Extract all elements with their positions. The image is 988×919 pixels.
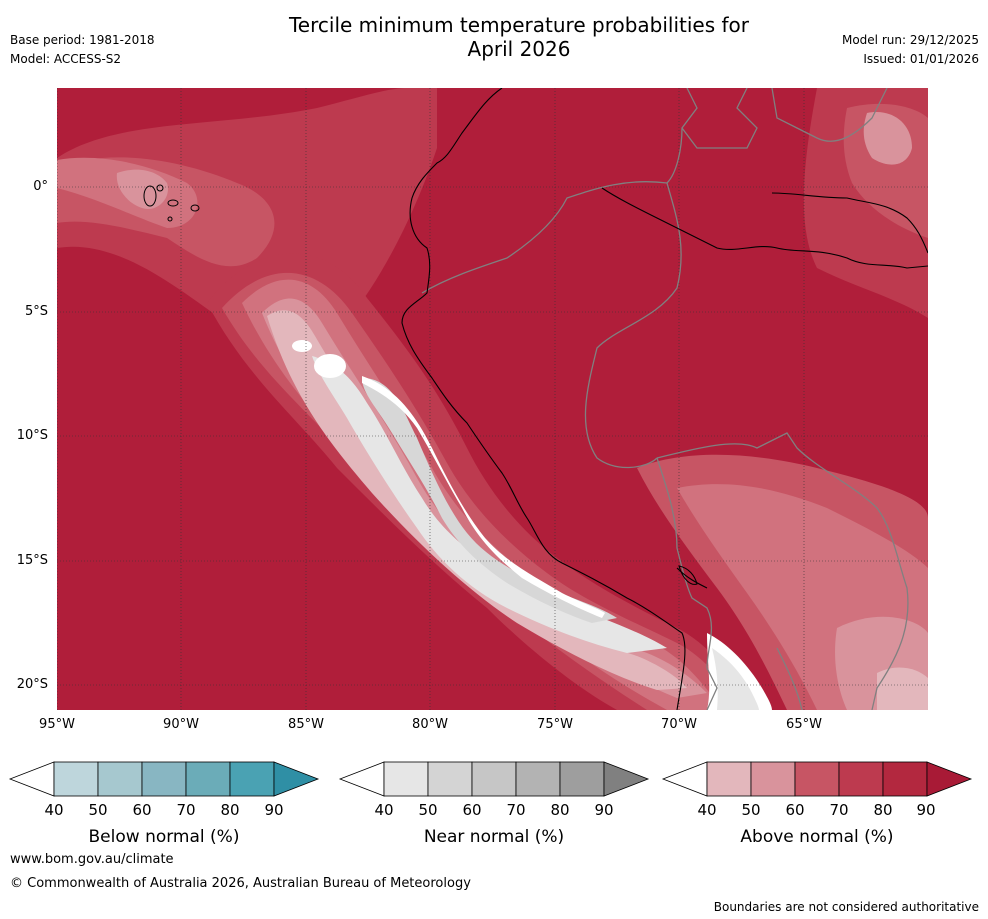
below-normal-label: Below normal (%)	[88, 827, 240, 847]
colorbar-segment	[515, 761, 561, 797]
colorbar-segment	[229, 761, 275, 797]
colorbar-extend-high	[273, 761, 320, 797]
above-tick-60: 60	[785, 801, 805, 819]
lon-label-70w: 70°W	[661, 717, 697, 732]
colorbar-segment	[559, 761, 605, 797]
colorbar-near-normal	[338, 761, 650, 797]
colorbar-segment	[427, 761, 473, 797]
colorbar-segment	[53, 761, 99, 797]
white-blob	[314, 354, 346, 378]
near-normal-40-south	[712, 648, 759, 710]
above-tick-80: 80	[873, 801, 893, 819]
near-normal-40-strip	[312, 356, 667, 653]
above-tick-70: 70	[829, 801, 849, 819]
above-tick-40: 40	[697, 801, 717, 819]
lat-label-10s: 10°S	[16, 428, 48, 443]
title-line-2: April 2026	[467, 37, 571, 61]
colorbar-segment	[794, 761, 840, 797]
model-run-text: Model run: 29/12/2025	[841, 33, 979, 47]
colorbar-extend-low	[8, 761, 55, 797]
lon-label-75w: 75°W	[537, 717, 573, 732]
colorbar-extend-low	[338, 761, 385, 797]
model-text: Model: ACCESS-S2	[10, 52, 122, 66]
colorbar-segment	[838, 761, 884, 797]
lat-label-5s: 5°S	[24, 304, 48, 319]
lon-label-65w: 65°W	[786, 717, 822, 732]
white-no-dominant-region	[362, 376, 605, 618]
country-borders	[421, 88, 909, 710]
near-tick-50: 50	[418, 801, 438, 819]
below-tick-50: 50	[88, 801, 108, 819]
lon-label-85w: 85°W	[288, 717, 324, 732]
colorbar-segment	[141, 761, 187, 797]
copyright-text: © Commonwealth of Australia 2026, Austra…	[10, 876, 471, 891]
below-tick-90: 90	[264, 801, 284, 819]
issued-text: Issued: 01/01/2026	[863, 52, 979, 66]
colorbar-segment	[750, 761, 796, 797]
lon-label-95w: 95°W	[39, 717, 75, 732]
below-tick-80: 80	[220, 801, 240, 819]
near-tick-80: 80	[550, 801, 570, 819]
graticule	[57, 88, 928, 710]
above-tick-90: 90	[916, 801, 936, 819]
above-tick-50: 50	[741, 801, 761, 819]
lon-label-90w: 90°W	[163, 717, 199, 732]
below-tick-70: 70	[176, 801, 196, 819]
website-link[interactable]: www.bom.gov.au/climate	[10, 852, 174, 867]
colorbar-extend-high	[603, 761, 650, 797]
contour-above-40-bolivia	[877, 667, 928, 710]
white-blob	[292, 340, 312, 352]
near-normal-50-strip	[362, 378, 617, 623]
colorbar-extend-high	[926, 761, 973, 797]
colorbar-segment	[383, 761, 429, 797]
lake-titicaca	[678, 565, 698, 585]
below-tick-40: 40	[44, 801, 64, 819]
colorbar-segment	[471, 761, 517, 797]
title-line-1: Tercile minimum temperature probabilitie…	[288, 13, 750, 37]
base-period-text: Base period: 1981-2018	[10, 33, 155, 47]
near-tick-70: 70	[506, 801, 526, 819]
lon-label-80w: 80°W	[412, 717, 448, 732]
contour-above-50-east	[863, 112, 912, 165]
lat-label-20s: 20°S	[16, 677, 48, 692]
galapagos-islands	[143, 184, 200, 222]
colorbar-segment	[706, 761, 752, 797]
near-tick-40: 40	[374, 801, 394, 819]
coastline	[401, 88, 928, 710]
probability-map	[57, 88, 928, 710]
colorbar-below-normal	[8, 761, 320, 797]
near-tick-90: 90	[594, 801, 614, 819]
below-tick-60: 60	[132, 801, 152, 819]
contour-above-50-galapagos	[116, 169, 168, 209]
colorbar-extend-low	[661, 761, 708, 797]
above-normal-label: Above normal (%)	[740, 827, 894, 847]
colorbar-segment	[97, 761, 143, 797]
lat-label-0: 0°	[33, 179, 48, 194]
near-normal-label: Near normal (%)	[423, 827, 565, 847]
colorbar-segment	[882, 761, 928, 797]
near-tick-60: 60	[462, 801, 482, 819]
disclaimer-text: Boundaries are not considered authoritat…	[713, 900, 979, 914]
lat-label-15s: 15°S	[16, 553, 48, 568]
colorbar-segment	[185, 761, 231, 797]
colorbar-above-normal	[661, 761, 973, 797]
